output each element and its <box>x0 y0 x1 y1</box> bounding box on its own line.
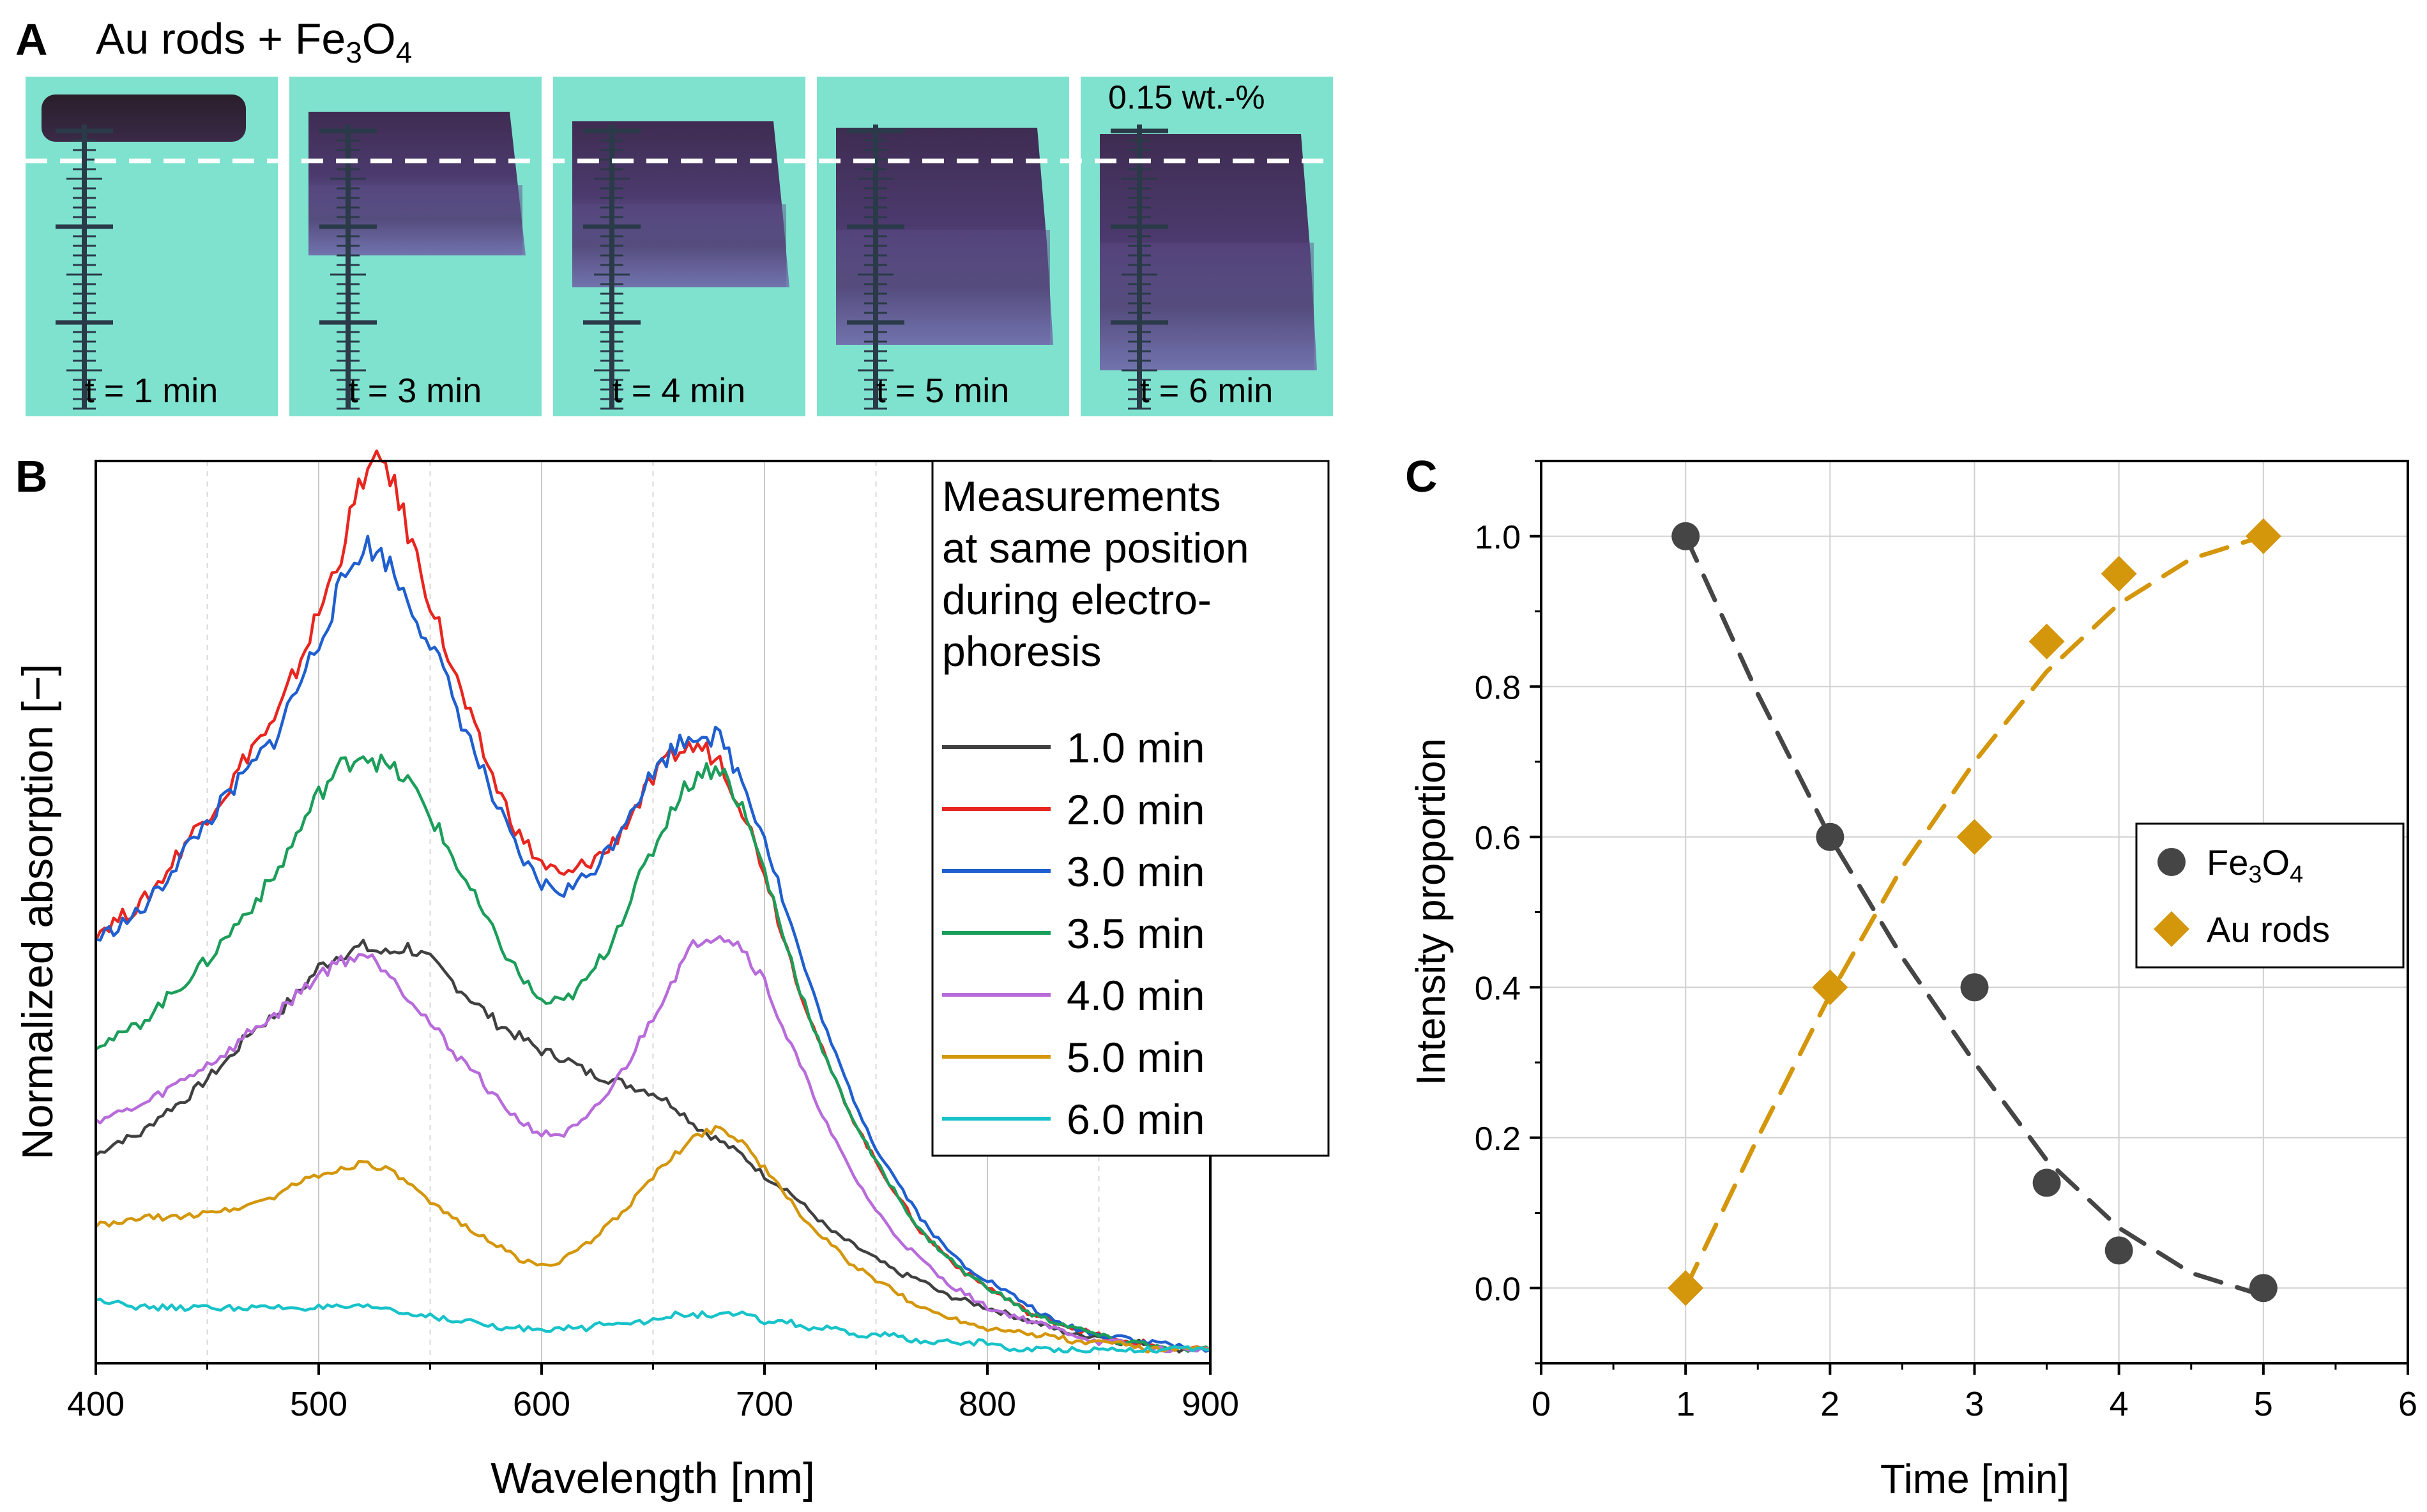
data-point-fe3o4 <box>1816 822 1845 851</box>
legend-title-line: phoresis <box>942 628 1101 675</box>
fit-line <box>1683 534 2266 1298</box>
legend-label: Fe3O4 <box>2207 842 2303 888</box>
sample-band <box>42 94 246 142</box>
series-line-4-0-min <box>95 935 1211 1354</box>
data-point-au-rods <box>2028 623 2065 660</box>
y-tick-label: 0.4 <box>1475 970 1521 1007</box>
data-point-au-rods <box>2245 518 2281 554</box>
legend-items: Fe3O4 Au rods <box>2154 842 2330 949</box>
legend-title-line: during electro- <box>942 576 1212 623</box>
y-tick-label: 0.6 <box>1475 820 1521 857</box>
y-tick-label: 0.2 <box>1475 1121 1521 1158</box>
y-tick-label: 0.8 <box>1475 669 1521 706</box>
panel-b-x-axis-title: Wavelength [nm] <box>491 1454 815 1502</box>
panel-c-ticks: 0 1 2 3 4 5 6 0.0 0.2 0.4 0.6 0.8 1.0 <box>1475 460 2417 1423</box>
panel-b-legend-box <box>931 460 1330 1157</box>
panel-c-legend: Fe3O4 Au rods <box>2135 822 2405 969</box>
legend-label: 2.0 min <box>1067 786 1205 833</box>
panel-a-title: Au rods + Fe3O4 <box>96 15 412 69</box>
series-line-3-0-min <box>95 534 1211 1353</box>
frame-time-label: t = 6 min <box>1140 372 1274 410</box>
panel-b: B 400 500 600 700 800 900 Wavelength [nm] Nor… <box>13 449 1330 1502</box>
data-point-fe3o4 <box>1960 973 1989 1002</box>
concentration-label: 0.15 wt.-% <box>1108 79 1265 116</box>
legend-label: 4.0 min <box>1067 972 1205 1019</box>
x-tick-label: 700 <box>736 1385 793 1423</box>
sample-band-diffuse <box>308 185 522 255</box>
legend-label: 6.0 min <box>1067 1096 1205 1143</box>
series-line-3-5-min <box>95 753 1212 1353</box>
photo-frames: t = 1 min t = 3 min t = 4 min t = 5 min t = … <box>26 77 1333 416</box>
panel-b-x-ticks: 400 500 600 700 800 900 <box>67 1363 1239 1423</box>
panel-c: C 0 1 2 3 4 5 6 0.0 0.2 0.4 0.6 0.8 1.0 Time [min] I… <box>1405 451 2417 1502</box>
title-mid: O <box>362 15 396 63</box>
x-tick-label: 6 <box>2398 1385 2417 1423</box>
panel-c-x-axis-title: Time [min] <box>1880 1456 2069 1502</box>
panel-c-legend-box <box>2135 822 2405 969</box>
sample-band-diffuse <box>1100 243 1314 370</box>
x-tick-label: 800 <box>959 1385 1016 1423</box>
x-tick-label: 900 <box>1182 1385 1239 1423</box>
data-point-fe3o4 <box>2104 1236 2133 1265</box>
data-point-fe3o4 <box>2032 1168 2061 1197</box>
photo-frame-2: t = 3 min <box>289 77 542 416</box>
x-tick-label: 5 <box>2254 1385 2273 1423</box>
frame-time-label: t = 5 min <box>876 372 1010 410</box>
data-point-au-rods <box>1668 1270 1704 1306</box>
sample-band-diffuse <box>836 230 1050 345</box>
legend-title-line: Measurements <box>942 472 1221 520</box>
frame-time-label: t = 4 min <box>612 372 746 410</box>
panel-c-letter: C <box>1405 451 1438 501</box>
x-tick-label: 2 <box>1820 1385 1839 1423</box>
legend-items: 1.0 min 2.0 min 3.0 min 3.5 min 4.0 min 5.0 m… <box>942 724 1205 1143</box>
series-line-5-0-min <box>95 1125 1211 1354</box>
series-line-6-0-min <box>95 1297 1211 1354</box>
data-point-au-rods <box>2101 556 2137 592</box>
panel-b-y-axis-title: Normalized absorption [−] <box>13 664 62 1160</box>
frame-time-label: t = 3 min <box>349 372 482 410</box>
legend-label: 3.5 min <box>1067 910 1205 957</box>
y-tick-label: 0.0 <box>1475 1271 1521 1308</box>
x-tick-label: 3 <box>1965 1385 1984 1423</box>
panel-c-y-axis-title: Intensity proportion <box>1408 738 1454 1085</box>
x-tick-label: 4 <box>2110 1385 2129 1423</box>
data-point-au-rods <box>1956 819 1993 855</box>
panel-b-letter: B <box>15 451 48 501</box>
panel-c-points <box>1668 518 2281 1306</box>
x-tick-label: 0 <box>1532 1385 1551 1423</box>
panel-a: A Au rods + Fe3O4 t = 1 min t = 3 min t = … <box>15 15 1333 416</box>
legend-label: 3.0 min <box>1067 848 1205 895</box>
x-tick-label: 500 <box>290 1385 347 1423</box>
data-point-fe3o4 <box>2249 1274 2278 1303</box>
panel-b-series <box>94 449 1212 1354</box>
x-tick-label: 400 <box>67 1385 125 1423</box>
data-point-fe3o4 <box>1671 522 1700 550</box>
y-tick-label: 1.0 <box>1475 519 1521 556</box>
title-sub1: 3 <box>346 36 362 69</box>
photo-frame-3: t = 4 min <box>553 77 805 416</box>
panel-c-fit-lines <box>1683 534 2266 1298</box>
photo-frame-1: t = 1 min <box>26 77 278 416</box>
title-sub2: 4 <box>396 36 413 69</box>
x-tick-label: 600 <box>513 1385 570 1423</box>
panel-a-letter: A <box>15 15 48 64</box>
title-main: Au rods + Fe <box>96 15 346 63</box>
legend-title-line: at same position <box>942 524 1249 571</box>
photo-frame-5: t = 6 min <box>1081 77 1333 416</box>
legend-marker-circle <box>2157 848 2186 876</box>
legend-label: 1.0 min <box>1067 724 1205 771</box>
photo-frame-4: t = 5 min <box>817 77 1069 416</box>
x-tick-label: 1 <box>1676 1385 1695 1423</box>
data-point-au-rods <box>1812 969 1848 1006</box>
legend-label: 5.0 min <box>1067 1034 1205 1081</box>
fit-line <box>1683 534 2266 1290</box>
frame-time-label: t = 1 min <box>85 372 218 410</box>
legend-label: Au rods <box>2207 909 2330 949</box>
legend-marker-diamond <box>2154 911 2189 947</box>
